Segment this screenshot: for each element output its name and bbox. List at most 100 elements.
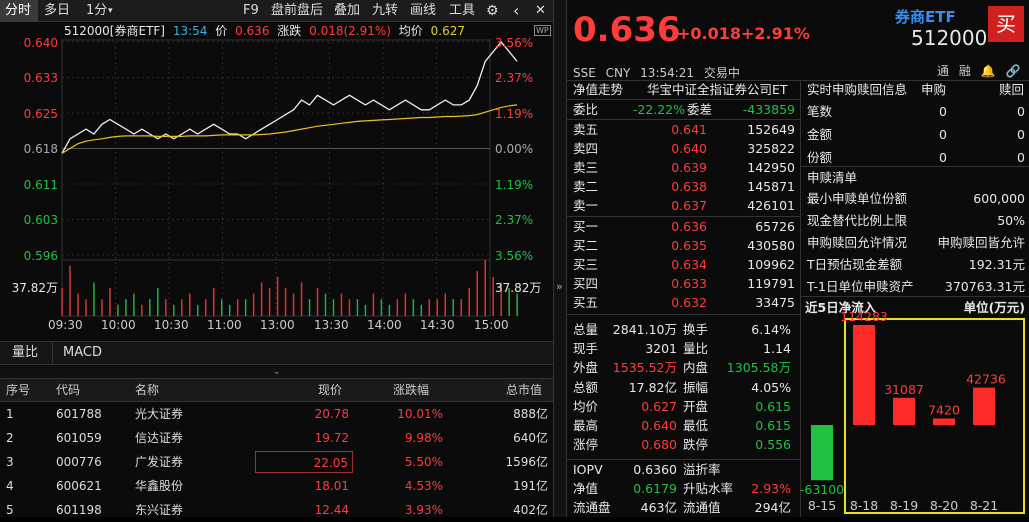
y-label-4: 0.611	[23, 178, 58, 192]
x-label-7: 14:30	[420, 318, 455, 332]
tab-macd[interactable]: MACD	[52, 342, 112, 364]
stat-value: 1305.58万	[726, 360, 791, 376]
stat-label: 涨停	[573, 437, 599, 453]
row-name: 信达证券	[135, 431, 184, 445]
tab-multiday[interactable]: 多日	[44, 3, 71, 18]
creation-value: 192.31元	[968, 257, 1025, 272]
tab-1min[interactable]: 1分	[86, 3, 108, 18]
change-label: 涨跌	[277, 24, 302, 38]
f9-button[interactable]: F9	[243, 3, 259, 18]
netflow-value-label: 114283	[840, 309, 888, 324]
tools-button[interactable]: 工具	[449, 3, 476, 18]
netflow-date-label: 8-21	[970, 498, 998, 513]
draw-line-button[interactable]: 画线	[410, 3, 437, 18]
row-change: 3.93%	[404, 503, 443, 517]
row-marketcap: 888亿	[513, 407, 548, 421]
table-row[interactable]: 2 601059 信达证券 19.72 9.98% 640亿	[0, 426, 553, 450]
subscribe-title: 实时申购赎回信息	[807, 82, 908, 97]
row-code: 000776	[56, 455, 102, 469]
row-index: 2	[6, 431, 14, 445]
bid-volume: 33475	[755, 295, 795, 310]
bid-volume: 65726	[755, 219, 795, 234]
ask-volume: 152649	[747, 122, 795, 137]
stat-label: 换手	[683, 322, 709, 337]
table-row[interactable]: 3 000776 广发证券 22.05 5.50% 1596亿	[0, 450, 553, 474]
panel-divider[interactable]: »	[553, 0, 567, 517]
stat-value: 6.14%	[751, 322, 791, 337]
y-label-5: 0.603	[23, 213, 58, 227]
intraday-chart[interactable]: 0.640 0.633 0.625 0.618 0.611 0.603 0.59…	[0, 22, 553, 340]
stat-label: 开盘	[683, 398, 709, 414]
netflow-unit: 单位(万元)	[963, 300, 1025, 315]
chart-svg	[61, 39, 518, 317]
pre-post-market-button[interactable]: 盘前盘后	[271, 3, 324, 18]
row-change: 9.98%	[404, 431, 443, 445]
expand-icon[interactable]: »	[556, 280, 563, 293]
row-index: 3	[6, 455, 14, 469]
table-row[interactable]: 4 600621 华鑫股份 18.01 4.53% 191亿	[0, 474, 553, 498]
bid-volume: 119791	[747, 276, 795, 291]
col-price[interactable]: 现价	[318, 383, 343, 397]
stat2-value: 463亿	[640, 500, 677, 515]
col-name[interactable]: 名称	[135, 383, 160, 397]
back-icon[interactable]: ‹	[513, 1, 520, 20]
row-change: 10.01%	[397, 407, 443, 421]
col-change[interactable]: 涨跌幅	[393, 383, 430, 397]
gear-icon[interactable]: ⚙	[486, 3, 499, 19]
row-change: 4.53%	[404, 479, 443, 493]
nine-turn-button[interactable]: 九转	[372, 3, 399, 18]
chevron-down-icon[interactable]: ▾	[108, 6, 113, 16]
collapse-handle[interactable]: ⌄	[0, 366, 553, 378]
ask-level-label: 卖三	[573, 160, 599, 175]
bid-level-label: 买四	[573, 276, 599, 291]
stat-value: 3201	[645, 341, 677, 357]
chart-title: 512000[券商ETF]	[64, 24, 165, 38]
buy-button[interactable]: 买	[988, 6, 1024, 42]
connect-icon[interactable]: 通	[937, 64, 950, 78]
table-row[interactable]: 5 601198 东兴证券 12.44 3.93% 402亿	[0, 498, 553, 522]
stat2-value: 2.93%	[751, 481, 791, 496]
ask-volume: 145871	[747, 179, 795, 194]
stat-label: 最低	[683, 418, 709, 433]
overlay-button[interactable]: 叠加	[334, 3, 361, 18]
netflow-value-label: 31087	[884, 382, 924, 397]
link-icon[interactable]: 🔗	[1005, 64, 1021, 78]
creation-title: 申赎清单	[807, 170, 858, 185]
currency: CNY	[605, 66, 631, 80]
tab-volume-ratio[interactable]: 量比	[12, 345, 39, 360]
margin-icon[interactable]: 融	[958, 64, 971, 78]
y-label-3: 0.618	[23, 142, 58, 156]
netflow-bar	[933, 418, 955, 425]
col-marketcap[interactable]: 总市值	[506, 383, 543, 397]
quote-tools: 通 融 🔔 🔗 ≡	[937, 62, 1029, 79]
tab-intraday[interactable]: 分时	[0, 0, 38, 22]
bid-level-label: 买二	[573, 238, 599, 253]
volume-label: 37.82万	[11, 281, 58, 295]
stat2-label: 流通值	[683, 500, 721, 515]
quote-change-pct: +2.91%	[741, 24, 810, 43]
alert-icon[interactable]: 🔔	[980, 64, 996, 78]
stat2-label: 升贴水率	[683, 481, 734, 496]
row-code: 601198	[56, 503, 102, 517]
stat-value: 0.627	[641, 398, 677, 414]
etf-name: 券商ETF	[895, 8, 956, 26]
netflow-value-label: 42736	[966, 372, 1006, 387]
wp-icon[interactable]: WP	[534, 25, 551, 36]
ask-volume: 325822	[747, 141, 795, 156]
netflow-date-label: 8-20	[930, 498, 958, 513]
stat-label: 现手	[573, 341, 599, 357]
creation-label: 最小申赎单位份额	[807, 191, 908, 206]
ask-level-label: 卖一	[573, 198, 599, 213]
subscribe-row-label: 金额	[807, 127, 833, 142]
subscribe-col: 申购	[921, 82, 947, 97]
col-code[interactable]: 代码	[56, 383, 81, 397]
stat-value: 4.05%	[751, 379, 791, 395]
close-icon[interactable]: ✕	[535, 3, 546, 18]
x-label-4: 13:00	[260, 318, 295, 332]
ask-price: 0.639	[671, 160, 707, 175]
order-ratio: -22.22%	[632, 102, 685, 117]
y-label-1: 0.633	[23, 71, 58, 85]
table-row[interactable]: 1 601788 光大证券 20.78 10.01% 888亿	[0, 402, 553, 426]
col-index[interactable]: 序号	[6, 383, 31, 397]
row-marketcap: 191亿	[513, 479, 548, 493]
